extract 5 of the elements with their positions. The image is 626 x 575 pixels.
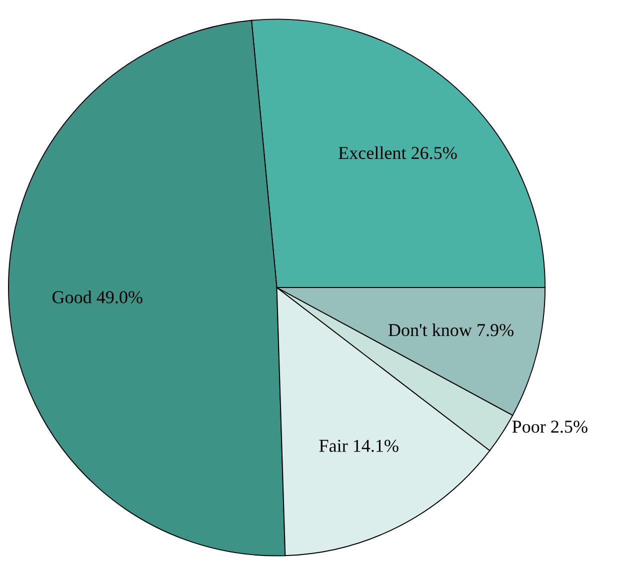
slice-label: Good 49.0%	[52, 290, 142, 304]
slice-label: Poor 2.5%	[512, 420, 588, 433]
slice-label: Don't know 7.9%	[388, 323, 514, 336]
slice-label: Fair 14.1%	[319, 440, 398, 452]
slice-label: Excellent 26.5%	[338, 146, 457, 160]
